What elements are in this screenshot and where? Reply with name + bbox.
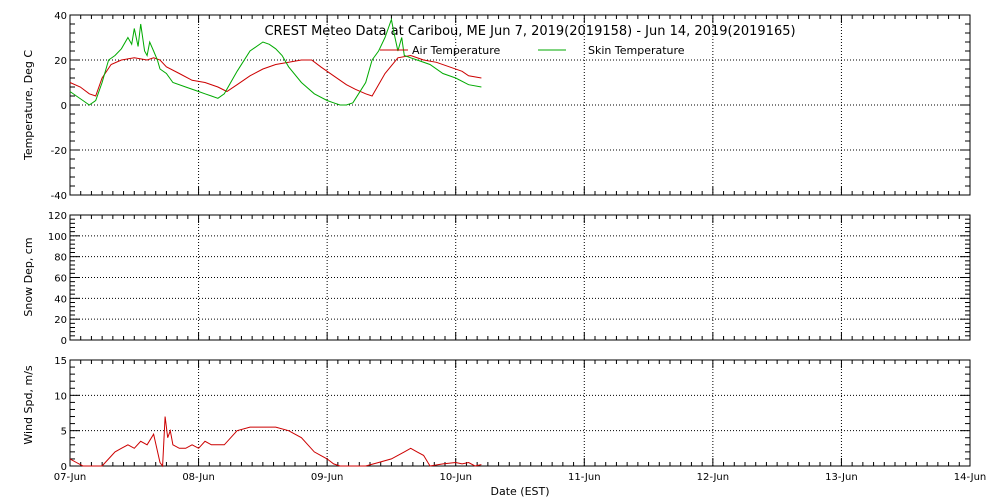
y-tick-label: 40	[54, 11, 67, 22]
y-tick-label: -20	[51, 146, 67, 157]
temperature-panel: -40 -20 0 20 40 Temperature, Deg C Air Tempe…	[22, 11, 971, 202]
series-line-air-temperature	[69, 54, 482, 97]
y-tick-label: 15	[54, 356, 67, 367]
y-tick-label: 60	[54, 274, 67, 285]
y-tick-label: 0	[61, 101, 67, 112]
y-tick-label: 5	[61, 427, 67, 438]
y-tick-label: 120	[48, 211, 67, 222]
legend-skin-label: Skin Temperature	[588, 44, 685, 57]
series-line-skin-temperature	[69, 17, 482, 106]
temperature-y-axis-label: Temperature, Deg C	[22, 50, 35, 161]
x-axis-label: Date (EST)	[490, 485, 549, 498]
y-tick-label: -40	[51, 191, 67, 202]
x-tick-label: 11-Jun	[568, 472, 601, 483]
x-tick-label: 08-Jun	[182, 472, 215, 483]
series-line-wind-speed	[69, 416, 482, 468]
x-tick-label: 10-Jun	[439, 472, 472, 483]
x-tick-label: 14-Jun	[954, 472, 987, 483]
x-tick-label: 13-Jun	[825, 472, 858, 483]
wind-speed-panel: 0 5 10 15 Wind Spd, m/s	[22, 356, 971, 473]
wind-speed-y-axis-label: Wind Spd, m/s	[22, 365, 35, 445]
snow-depth-panel: 0 20 40 60 80 100 120 Snow Dep, cm	[22, 211, 971, 347]
y-tick-label: 0	[61, 462, 67, 473]
y-tick-label: 100	[48, 232, 67, 243]
x-tick-label: 09-Jun	[311, 472, 344, 483]
x-tick-label: 07-Jun	[54, 472, 87, 483]
y-tick-label: 40	[54, 294, 67, 305]
y-tick-label: 80	[54, 253, 67, 264]
x-tick-label: 12-Jun	[697, 472, 730, 483]
temperature-legend: Air Temperature Skin Temperature	[380, 44, 685, 57]
x-tick-labels: 07-Jun 08-Jun 09-Jun 10-Jun 11-Jun 12-Jun 13-J…	[54, 472, 987, 483]
y-tick-label: 20	[54, 56, 67, 67]
y-tick-label: 0	[61, 336, 67, 347]
y-tick-label: 10	[54, 391, 67, 402]
chart-title: CREST Meteo Data at Caribou, ME Jun 7, 2…	[264, 24, 795, 39]
wind-speed-plot-frame	[69, 359, 971, 467]
snow-depth-y-axis-label: Snow Dep, cm	[22, 237, 35, 316]
y-tick-label: 20	[54, 315, 67, 326]
legend-air-label: Air Temperature	[412, 44, 501, 57]
